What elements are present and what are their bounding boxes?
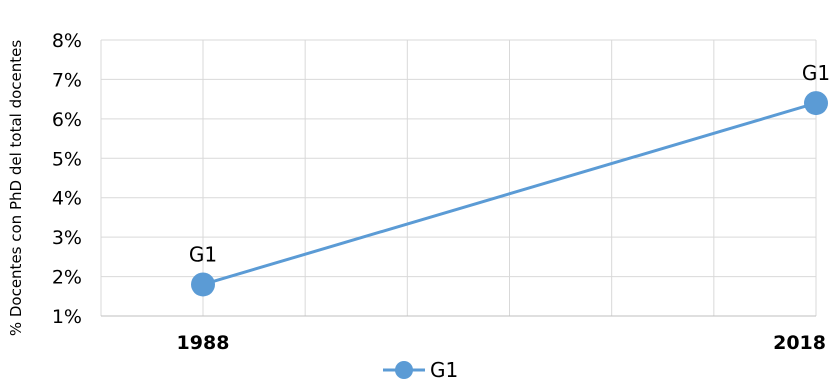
- grid: [100, 39, 817, 316]
- x-tick-label: 2018: [773, 332, 826, 354]
- series-layer: G1 G1: [189, 61, 830, 297]
- legend-marker: [395, 361, 413, 379]
- x-tick-labels: 1988 2018: [177, 332, 826, 354]
- series-line: [202, 101, 817, 286]
- y-tick-label: 8%: [52, 30, 82, 52]
- legend: G1: [383, 358, 458, 381]
- data-point: [191, 272, 215, 297]
- y-tick-label: 1%: [52, 306, 82, 328]
- x-tick-label: 1988: [177, 332, 230, 354]
- data-label: G1: [189, 242, 217, 266]
- y-tick-label: 2%: [52, 267, 82, 289]
- legend-label: G1: [430, 358, 458, 381]
- y-tick-label: 3%: [52, 227, 82, 249]
- y-tick-label: 4%: [52, 188, 82, 210]
- data-point: [804, 91, 828, 116]
- y-tick-label: 6%: [52, 109, 82, 131]
- data-label: G1: [802, 61, 830, 85]
- y-tick-label: 5%: [52, 148, 82, 170]
- y-axis-label: % Docentes con PhD del total docentes: [7, 40, 25, 337]
- y-tick-label: 7%: [52, 69, 82, 91]
- y-tick-labels: 1% 2% 3% 4% 5% 6% 7% 8%: [52, 30, 82, 328]
